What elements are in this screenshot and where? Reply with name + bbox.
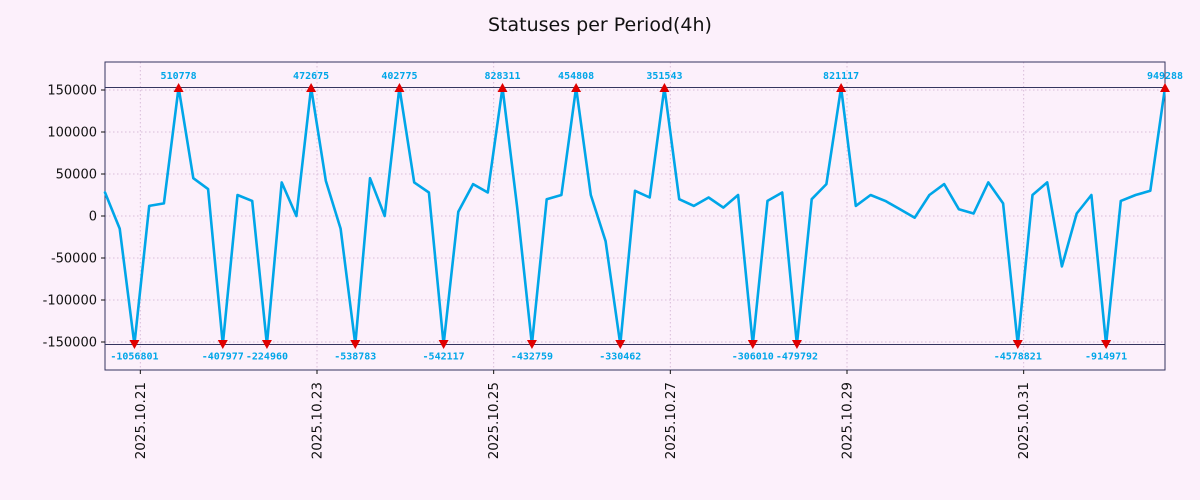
trough-marker-icon (791, 340, 802, 350)
peak-marker-icon (659, 82, 670, 92)
trough-value-label: -914971 (1085, 352, 1127, 363)
trough-value-label: -224960 (246, 352, 288, 363)
y-tick-label: 50000 (56, 168, 97, 183)
trough-marker-icon (350, 340, 361, 350)
series-line (103, 86, 1167, 346)
trough-marker-icon (615, 340, 626, 350)
peak-value-label: 351543 (646, 71, 682, 82)
peak-marker-icon (836, 82, 847, 92)
trough-marker-icon (1101, 340, 1112, 350)
y-axis: 150000 100000 50000 0 -50000 -100000 -150000 (43, 84, 105, 351)
trough-marker-icon (526, 340, 537, 350)
gridlines (105, 62, 1165, 370)
peak-marker-icon (173, 82, 184, 92)
x-tick-label: 2025.10.21 (133, 382, 149, 459)
peak-value-label: 949288 (1147, 71, 1183, 82)
peak-marker-icon (1160, 82, 1170, 92)
trough-value-label: -306010 (732, 352, 774, 363)
peak-value-label: 510778 (161, 71, 197, 82)
peak-marker-icon (394, 82, 405, 92)
peak-value-label: 821117 (823, 71, 859, 82)
peak-value-label: 828311 (484, 71, 520, 82)
trough-value-label: -538783 (334, 352, 376, 363)
trough-value-label: -432759 (511, 352, 553, 363)
x-tick-label: 2025.10.31 (1016, 382, 1032, 459)
trough-marker-icon (438, 340, 449, 350)
trough-value-label: -4578821 (994, 352, 1042, 363)
peak-marker-icon (306, 82, 317, 92)
y-tick-label: 0 (89, 210, 97, 225)
peak-marker-icon (571, 82, 582, 92)
trough-value-label: -330462 (599, 352, 641, 363)
trough-marker-icon (129, 340, 140, 350)
x-tick-label: 2025.10.25 (486, 382, 502, 459)
chart-title: Statuses per Period(4h) (488, 14, 712, 36)
x-axis: 2025.10.21 2025.10.23 2025.10.25 2025.10.27… (133, 370, 1032, 459)
y-tick-label: -100000 (43, 294, 97, 309)
peak-marker-icon (497, 82, 508, 92)
y-tick-label: -50000 (51, 252, 97, 267)
peak-value-label: 402775 (381, 71, 417, 82)
peak-value-label: 472675 (293, 71, 329, 82)
x-tick-label: 2025.10.27 (663, 382, 679, 459)
y-tick-label: 100000 (47, 126, 97, 141)
trough-value-label: -407977 (202, 352, 244, 363)
peak-value-label: 454808 (558, 71, 594, 82)
y-tick-label: 150000 (47, 84, 97, 99)
trough-value-label: -1056801 (110, 352, 158, 363)
x-tick-label: 2025.10.29 (840, 382, 856, 459)
y-tick-label: -150000 (43, 336, 97, 351)
trough-marker-icon (261, 340, 272, 350)
extreme-annotations: 510778 472675 402775 828311 454808 351543 8211… (110, 71, 1183, 363)
trough-marker-icon (747, 340, 758, 350)
trough-value-label: -542117 (423, 352, 465, 363)
trough-value-label: -479792 (776, 352, 818, 363)
trough-marker-icon (1012, 340, 1023, 350)
x-tick-label: 2025.10.23 (310, 382, 326, 459)
trough-marker-icon (217, 340, 228, 350)
